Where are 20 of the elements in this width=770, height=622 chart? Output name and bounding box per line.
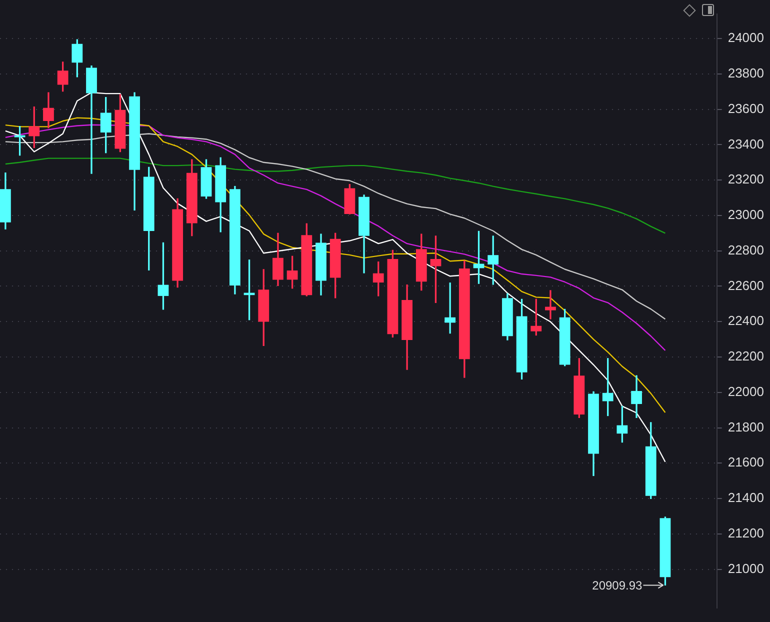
- y-tick-label: 23600: [728, 100, 764, 116]
- candlestick: [86, 65, 97, 174]
- y-tick-label: 22000: [728, 384, 764, 399]
- y-tick-label: 22600: [728, 278, 764, 293]
- y-tick-label: 22200: [728, 348, 764, 364]
- y-tick-label: 23200: [728, 172, 764, 187]
- y-tick-label: 23800: [728, 66, 764, 81]
- y-tick-label: 22800: [728, 242, 764, 258]
- y-tick-label: 23400: [728, 136, 764, 152]
- y-tick-label: 23000: [728, 207, 764, 222]
- y-tick-label: 22400: [728, 313, 764, 328]
- annotation: 20909.93: [592, 578, 643, 593]
- y-tick-label: 21600: [728, 454, 764, 470]
- y-tick-label: 21400: [728, 490, 764, 506]
- candlestick: [444, 282, 456, 334]
- y-tick-label: 24000: [728, 30, 764, 46]
- candlestick: [545, 290, 556, 320]
- y-tick-label: 21800: [728, 419, 764, 434]
- y-tick-label: 21000: [728, 560, 764, 576]
- y-tick-label: 21200: [728, 525, 764, 540]
